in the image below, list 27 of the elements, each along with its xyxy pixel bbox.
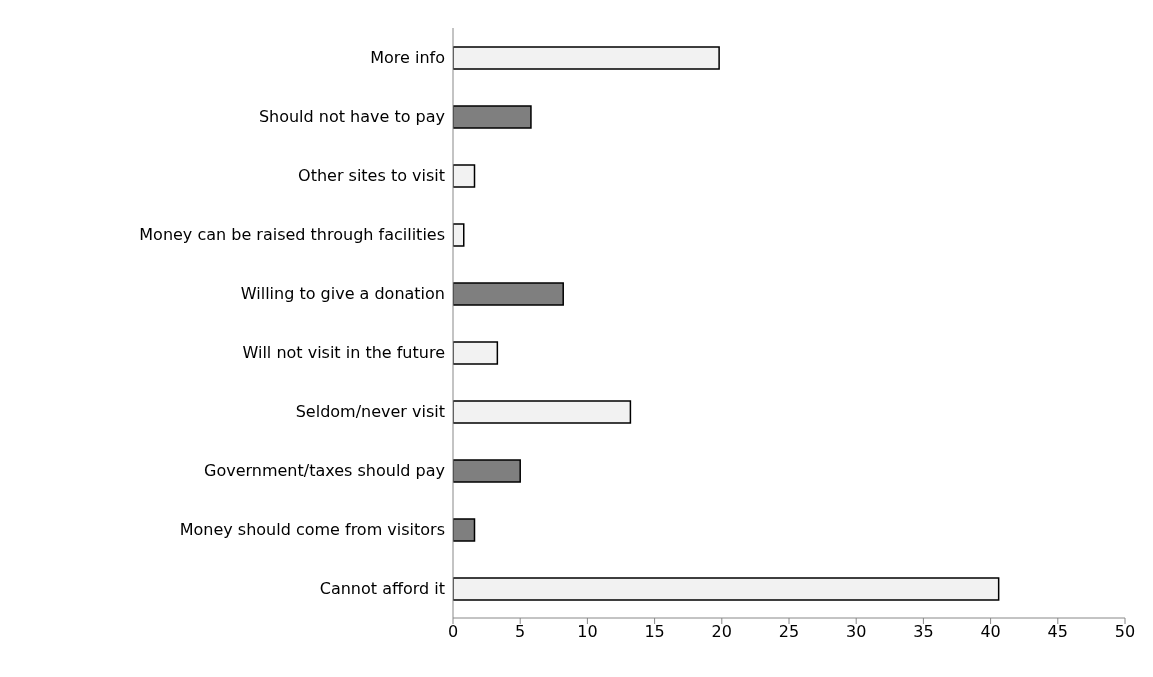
x-tick-label: 35	[913, 622, 934, 642]
bar	[453, 46, 720, 70]
bar	[453, 341, 499, 365]
y-tick-label: Cannot afford it	[319, 579, 445, 599]
y-tick-label: More info	[370, 48, 445, 68]
bar	[453, 223, 465, 247]
x-tick-label: 5	[515, 622, 526, 642]
bar	[453, 577, 1000, 601]
x-tick-label: 25	[778, 622, 800, 642]
bar	[453, 400, 632, 424]
x-tick-label: 20	[711, 622, 732, 642]
y-tick-label: Will not visit in the future	[242, 343, 445, 363]
x-tick-label: 0	[447, 622, 459, 642]
y-tick-label: Should not have to pay	[258, 107, 445, 127]
x-tick-label: 45	[1047, 622, 1068, 642]
x-tick-label: 50	[1114, 622, 1136, 642]
x-tick-label: 15	[644, 622, 665, 642]
y-tick-label: Seldom/never visit	[295, 402, 445, 422]
x-tick-label: 40	[980, 622, 1001, 642]
y-tick-label: Other sites to visit	[298, 166, 445, 186]
y-tick-label: Government/taxes should pay	[203, 461, 445, 481]
x-tick-label: 30	[846, 622, 867, 642]
bar	[453, 164, 476, 188]
y-tick-label: Money should come from visitors	[179, 520, 445, 540]
y-tick-label: Money can be raised through facilities	[139, 225, 445, 245]
x-tick-label: 10	[577, 622, 598, 642]
y-tick-label: Willing to give a donation	[240, 284, 445, 304]
